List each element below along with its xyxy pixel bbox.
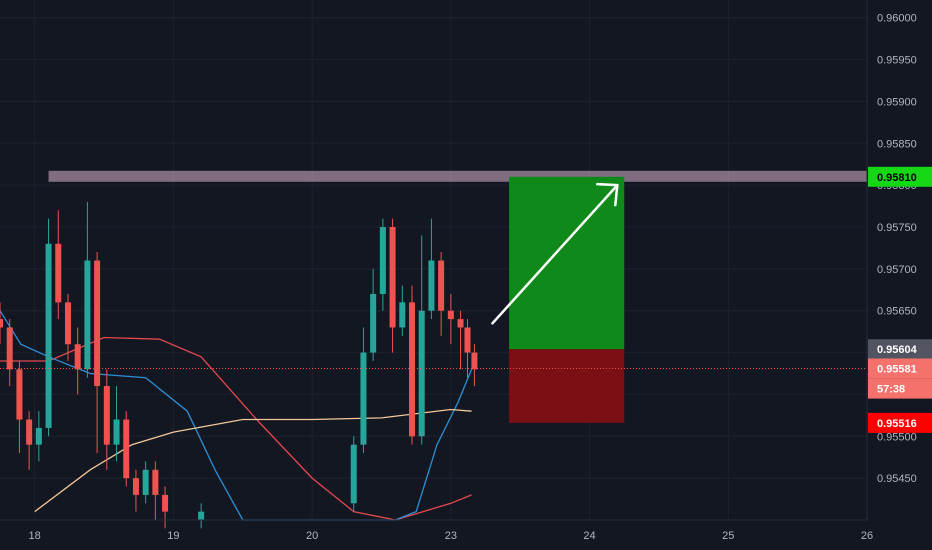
candle-down [123, 419, 130, 479]
candle-down [0, 319, 3, 328]
time-tick-label: 20 [306, 530, 318, 542]
candle-up [84, 260, 91, 370]
price-tag-box [868, 412, 932, 433]
price-tag-box [868, 358, 932, 379]
candle-up [142, 469, 149, 495]
price-tag-label: 0.95604 [877, 344, 918, 356]
time-tick-label: 23 [445, 530, 457, 542]
candle-up [350, 444, 357, 504]
candle-up [379, 227, 386, 294]
candle-up [45, 243, 52, 428]
candle-down [132, 478, 139, 495]
candle-up [198, 511, 205, 520]
price-tick-label: 0.95650 [877, 306, 917, 318]
ma-line-orange [34, 408, 472, 513]
arrow-line[interactable] [491, 183, 619, 325]
candle-down [152, 469, 159, 495]
candle-down [94, 260, 101, 387]
candles [0, 201, 478, 529]
candle-down [438, 260, 445, 311]
target-zone[interactable] [509, 176, 625, 350]
candle-up [428, 260, 435, 311]
candle-up [370, 293, 377, 353]
time-tick-label: 18 [29, 530, 41, 542]
candle-up [418, 310, 425, 437]
candle-up [399, 302, 406, 328]
time-tick-label: 25 [722, 530, 734, 542]
price-tag-label: 0.95581 [877, 363, 917, 375]
price-tick-label: 0.95750 [877, 222, 917, 234]
time-tick-label: 19 [167, 530, 179, 542]
stop-zone[interactable] [509, 349, 625, 423]
candle-down [64, 302, 71, 345]
price-tick-label: 0.95950 [877, 55, 917, 67]
candle-down [464, 327, 471, 353]
candle-down [55, 243, 62, 303]
price-tick-label: 0.95850 [877, 138, 917, 150]
resistance-zone[interactable] [48, 170, 867, 182]
time-axis[interactable]: 18 19 20 23 24 25 26 [0, 519, 873, 542]
price-tick-label: 0.96000 [877, 13, 917, 25]
candle-down [6, 327, 13, 370]
price-tag-label: 0.95810 [877, 172, 917, 184]
candle-down [103, 386, 110, 445]
price-axis[interactable]: 0.960000.959500.959000.958500.958000.957… [866, 0, 932, 520]
candle-up [360, 352, 367, 445]
price-tag-box [868, 378, 932, 399]
time-tick-label: 26 [861, 530, 873, 542]
candle-down [389, 227, 396, 328]
candle-up [113, 419, 120, 445]
candle-down [471, 352, 478, 370]
price-tick-label: 0.95700 [877, 264, 917, 276]
price-tag-box [868, 339, 932, 360]
candle-down [26, 419, 33, 445]
candle-down [408, 302, 415, 437]
price-tag-label: 57:38 [877, 384, 905, 396]
candle-up [35, 427, 42, 445]
drawings[interactable] [0, 170, 867, 423]
candle-down [457, 319, 464, 328]
candle-down [74, 344, 81, 370]
arrow-head[interactable] [596, 182, 619, 207]
candle-down [16, 369, 23, 420]
candle-down [447, 310, 454, 320]
price-tag-label: 0.95516 [877, 418, 917, 430]
price-tick-label: 0.95900 [877, 96, 917, 108]
price-tag-box [868, 166, 932, 187]
ma-line-blue [0, 310, 473, 521]
time-tick-label: 24 [583, 530, 595, 542]
price-tick-label: 0.95450 [877, 473, 917, 485]
candle-down [162, 494, 169, 512]
price-tick-label: 0.95500 [877, 431, 917, 443]
